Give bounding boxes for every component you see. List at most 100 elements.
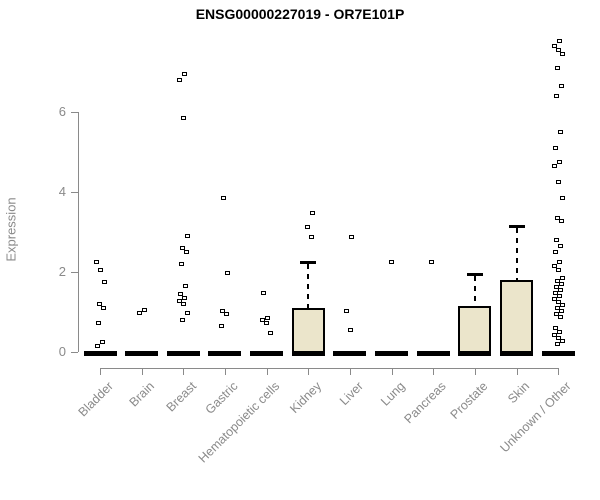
outlier-point [389, 260, 395, 264]
x-tick-label: Skin [505, 379, 533, 407]
outlier-point [559, 196, 565, 200]
outlier-point [176, 78, 182, 82]
outlier-point [178, 262, 184, 266]
outlier-point [557, 288, 563, 292]
outlier-point [555, 48, 561, 52]
y-tick [71, 112, 78, 113]
median-bar [541, 351, 575, 356]
outlier-point [556, 330, 562, 334]
outlier-point [556, 160, 562, 164]
outlier-point [557, 314, 563, 319]
outlier-point [183, 250, 189, 254]
outlier-point [553, 94, 559, 98]
outlier-point [556, 294, 562, 298]
median-bar [416, 351, 450, 356]
x-tick [349, 368, 351, 375]
outlier-point [551, 297, 557, 302]
outlier-point [304, 224, 310, 229]
outlier-point [99, 340, 105, 344]
x-tick [266, 368, 268, 375]
outlier-point [268, 331, 274, 336]
median-bar [500, 351, 533, 356]
x-tick [391, 368, 393, 375]
outlier-point [180, 116, 186, 120]
outlier-point [556, 38, 562, 43]
x-axis-line [99, 368, 559, 369]
outlier-point [176, 298, 182, 303]
outlier-point [553, 285, 559, 290]
outlier-point [180, 302, 186, 306]
x-tick [100, 368, 101, 375]
outlier-point [264, 321, 270, 326]
x-tick-label: Hematopoietic cells [195, 379, 283, 466]
whisker-line [473, 276, 476, 306]
median-bar [166, 351, 200, 356]
y-tick [71, 272, 78, 273]
outlier-point [552, 290, 558, 295]
x-tick-label: Pancreas [401, 379, 450, 427]
outlier-point [551, 264, 557, 268]
outlier-point [551, 44, 557, 48]
median-bar [375, 351, 409, 356]
box-iqr [458, 306, 492, 356]
y-tick [71, 192, 78, 193]
outlier-point [558, 309, 564, 314]
x-tick-label: Gastric [202, 379, 241, 417]
y-tick [71, 352, 78, 353]
outlier-point [559, 52, 565, 56]
outlier-point [559, 302, 565, 307]
outlier-point [349, 234, 355, 239]
y-tick-label: 0 [58, 344, 66, 359]
whisker-line [515, 228, 518, 280]
outlier-point [554, 66, 560, 70]
outlier-point [553, 312, 559, 316]
outlier-point [94, 344, 100, 348]
outlier-point [344, 308, 350, 313]
x-tick [141, 368, 143, 375]
whisker-cap [466, 273, 483, 276]
x-tick-label: Bladder [75, 379, 116, 420]
median-bar [250, 351, 284, 356]
x-tick [433, 368, 435, 375]
outlier-point [428, 260, 434, 264]
box-iqr [500, 280, 533, 356]
outlier-point [552, 250, 558, 254]
outlier-point [309, 211, 315, 216]
outlier-point [558, 282, 564, 286]
whisker-cap [508, 225, 525, 228]
outlier-point [220, 309, 226, 314]
y-tick-label: 2 [58, 264, 66, 279]
x-tick-label: Breast [163, 379, 200, 415]
outlier-point [308, 235, 314, 240]
outlier-point [96, 302, 102, 306]
outlier-point [558, 218, 564, 223]
outlier-point [182, 284, 188, 288]
outlier-point [556, 260, 562, 264]
outlier-point [97, 268, 103, 272]
outlier-point [553, 238, 559, 242]
outlier-point [557, 244, 563, 248]
outlier-point [551, 164, 557, 168]
outlier-point [555, 336, 561, 340]
x-tick [474, 368, 476, 375]
outlier-point [177, 292, 183, 296]
median-bar [291, 351, 325, 356]
outlier-point [101, 280, 107, 284]
outlier-point [184, 311, 190, 316]
median-bar [208, 351, 242, 356]
outlier-point [100, 306, 106, 310]
outlier-point [260, 318, 266, 322]
outlier-point [221, 196, 227, 200]
whisker-cap [300, 261, 317, 264]
outlier-point [265, 316, 271, 320]
x-tick-label: Kidney [287, 379, 325, 416]
outlier-point [181, 296, 187, 300]
outlier-point [261, 291, 267, 296]
box-iqr [291, 308, 325, 356]
median-bar [125, 351, 159, 356]
chart-title: ENSG00000227019 - OR7E101P [195, 6, 405, 22]
outlier-point [559, 276, 565, 280]
x-tick [183, 368, 185, 375]
outlier-point [348, 328, 354, 332]
